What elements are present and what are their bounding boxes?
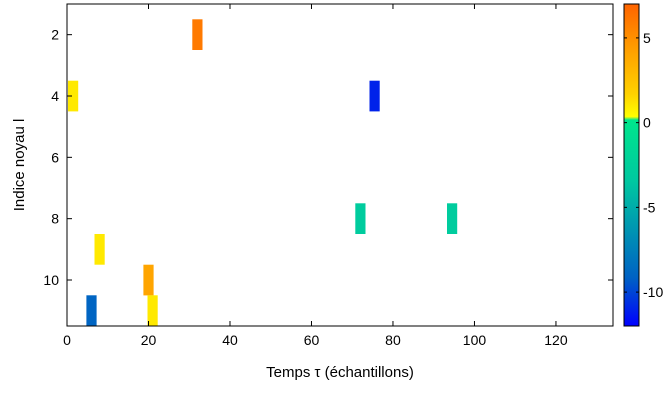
x-axis-label: Temps τ (échantillons): [266, 364, 414, 381]
heatmap-cell-2: [68, 80, 79, 112]
y-axis-label: Indice noyau l: [11, 119, 28, 212]
y-tick-label: 8: [51, 211, 59, 227]
x-tick-label: 60: [304, 332, 320, 348]
x-tick-label: 40: [222, 332, 238, 348]
y-tick-label: 2: [51, 27, 59, 43]
y-tick-label: 4: [51, 88, 59, 104]
heatmap-cell-7: [143, 264, 154, 296]
heatmap-cell-6: [94, 234, 105, 265]
x-tick-label: 100: [463, 332, 487, 348]
colorbar-tick-label: -10: [643, 284, 663, 300]
heatmap-cell-8: [86, 295, 97, 326]
y-tick-label: 6: [51, 149, 59, 165]
cells-layer: [68, 19, 458, 326]
colorbar: [623, 3, 640, 327]
heatmap-cell-3: [369, 80, 380, 112]
plot-area: [67, 4, 613, 326]
heatmap-cell-9: [147, 295, 158, 326]
x-tick-label: 80: [385, 332, 401, 348]
axes-frame: [66, 3, 614, 327]
colorbar-tick-label: -5: [643, 199, 656, 215]
axes-layer: 0 20 40 60 80 100 120 2 4 6 8 10: [43, 3, 614, 348]
x-tick-label: 0: [63, 332, 71, 348]
x-tick-label: 120: [544, 332, 568, 348]
heatmap-cell-4: [355, 203, 366, 234]
colorbar-tick-label: 5: [643, 30, 651, 46]
y-tick-label: 10: [43, 272, 59, 288]
x-tick-label: 20: [141, 332, 157, 348]
colorbar-ticks: 5 0 -5 -10: [624, 30, 663, 300]
heatmap-cell-1: [192, 19, 203, 50]
colorbar-tick-label: 0: [643, 115, 651, 131]
heatmap-cell-5: [447, 203, 458, 234]
